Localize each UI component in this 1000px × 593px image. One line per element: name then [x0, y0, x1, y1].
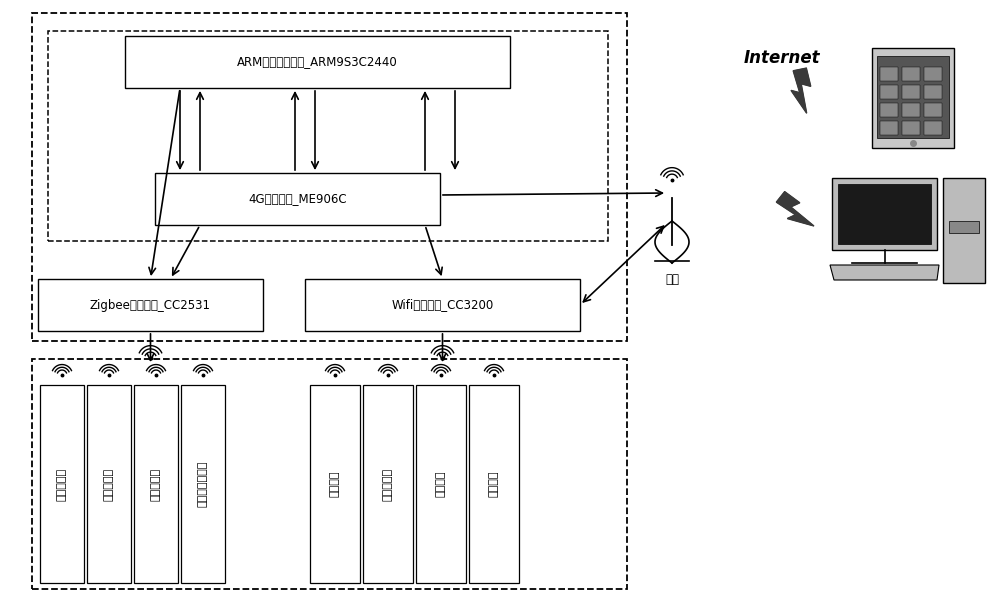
Bar [38, 279, 263, 331]
Bar [125, 36, 510, 88]
Text: 光照传感器: 光照传感器 [151, 467, 161, 500]
Text: Zigbee无线通讯_CC2531: Zigbee无线通讯_CC2531 [90, 298, 211, 311]
Text: 微灸喷头: 微灸喷头 [330, 471, 340, 498]
Bar [87, 385, 131, 583]
Text: 雾化加湿器: 雾化加湿器 [383, 467, 393, 500]
Bar [924, 85, 942, 99]
Bar [877, 56, 949, 138]
Bar [880, 103, 898, 117]
Text: 湿度传感器: 湿度传感器 [104, 467, 114, 500]
Bar [838, 184, 931, 244]
Text: 升降幕布: 升降幕布 [489, 471, 499, 498]
Bar [469, 385, 519, 583]
Bar [872, 48, 954, 148]
Bar [155, 173, 440, 225]
Bar [134, 385, 178, 583]
Text: ARM嵌入式处理器_ARM9S3C2440: ARM嵌入式处理器_ARM9S3C2440 [237, 56, 398, 69]
Bar [924, 121, 942, 135]
Polygon shape [830, 265, 939, 280]
Text: Wifi无线通讯_CC3200: Wifi无线通讯_CC3200 [391, 298, 494, 311]
Text: Internet: Internet [744, 49, 820, 67]
Polygon shape [791, 68, 811, 113]
Bar [40, 385, 84, 583]
Bar [32, 13, 627, 341]
Polygon shape [776, 192, 814, 226]
Bar [924, 103, 942, 117]
Bar [949, 221, 979, 233]
Text: 天线: 天线 [665, 273, 679, 286]
Bar [902, 121, 920, 135]
Bar [902, 67, 920, 81]
Bar [880, 85, 898, 99]
Bar [902, 103, 920, 117]
Bar [48, 31, 608, 241]
Bar [32, 359, 627, 589]
Bar [880, 67, 898, 81]
Bar [924, 67, 942, 81]
Bar [363, 385, 413, 583]
Text: 温度传感器: 温度传感器 [57, 467, 67, 500]
Bar [943, 178, 985, 283]
Bar [832, 178, 937, 250]
Bar [416, 385, 466, 583]
Bar [880, 121, 898, 135]
Text: 二氧化碳传感器: 二氧化碳传感器 [198, 461, 208, 507]
Bar [305, 279, 580, 331]
Bar [181, 385, 225, 583]
Text: 4G无线通讯_ME906C: 4G无线通讯_ME906C [248, 193, 347, 206]
Bar [902, 85, 920, 99]
Bar [310, 385, 360, 583]
Text: 散热风扇: 散热风扇 [436, 471, 446, 498]
